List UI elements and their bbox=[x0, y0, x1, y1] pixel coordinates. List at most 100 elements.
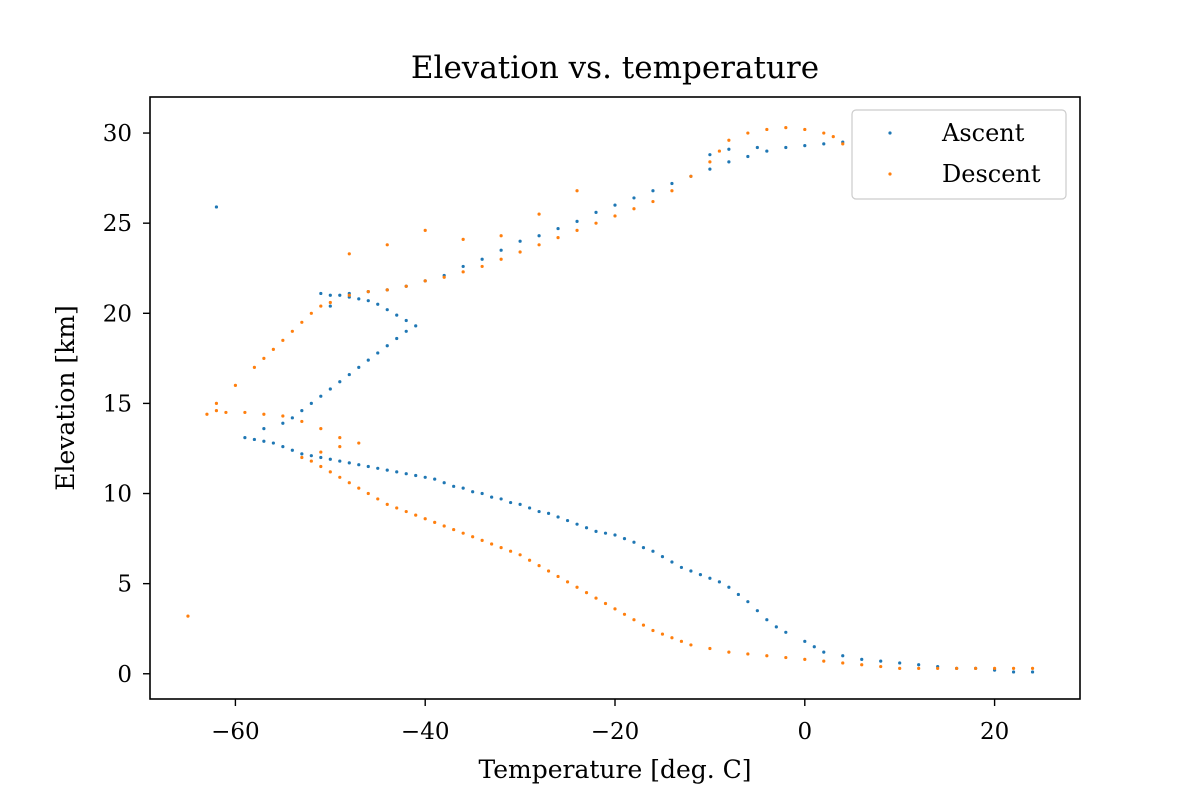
data-point-ascent bbox=[822, 650, 826, 654]
data-point-ascent bbox=[708, 167, 712, 171]
data-point-ascent bbox=[632, 540, 636, 544]
data-point-ascent bbox=[537, 234, 541, 238]
data-point-descent bbox=[917, 666, 921, 670]
data-point-ascent bbox=[461, 486, 465, 490]
data-point-ascent bbox=[385, 308, 389, 312]
data-point-ascent bbox=[376, 466, 380, 470]
data-point-descent bbox=[584, 591, 589, 595]
data-point-descent bbox=[281, 338, 285, 342]
data-point-ascent bbox=[765, 618, 769, 622]
data-point-descent bbox=[338, 445, 342, 449]
data-point-ascent bbox=[784, 630, 788, 634]
data-point-descent bbox=[727, 650, 731, 654]
data-point-descent bbox=[622, 612, 627, 616]
y-tick-label: 25 bbox=[103, 211, 132, 237]
data-point-descent bbox=[347, 252, 351, 256]
y-tick-label: 20 bbox=[103, 301, 132, 327]
data-point-descent bbox=[347, 481, 351, 485]
data-point-descent bbox=[404, 284, 408, 288]
data-point-descent bbox=[537, 243, 541, 247]
data-point-descent bbox=[395, 506, 399, 510]
data-point-descent bbox=[347, 293, 351, 297]
data-point-descent bbox=[319, 464, 323, 469]
data-point-descent bbox=[262, 412, 266, 416]
data-point-ascent bbox=[243, 436, 247, 440]
data-point-descent bbox=[243, 410, 247, 415]
data-point-ascent bbox=[309, 401, 313, 406]
data-point-descent bbox=[300, 419, 304, 424]
data-point-descent bbox=[452, 527, 456, 532]
data-point-ascent bbox=[632, 196, 636, 200]
legend-label-descent: Descent bbox=[942, 160, 1041, 188]
data-point-descent bbox=[376, 497, 380, 501]
y-tick-label: 10 bbox=[103, 482, 132, 508]
data-point-ascent bbox=[281, 421, 285, 425]
chart-title: Elevation vs. temperature bbox=[411, 50, 819, 86]
data-point-descent bbox=[632, 207, 636, 211]
data-point-ascent bbox=[423, 475, 427, 479]
x-tick-label: 20 bbox=[980, 719, 1009, 745]
data-point-ascent bbox=[433, 477, 437, 481]
data-point-ascent bbox=[575, 522, 579, 526]
data-point-ascent bbox=[319, 455, 323, 460]
data-point-ascent bbox=[679, 565, 684, 570]
data-point-ascent bbox=[717, 580, 721, 584]
data-point-ascent bbox=[262, 427, 266, 431]
data-point-ascent bbox=[357, 297, 361, 301]
data-point-descent bbox=[385, 502, 389, 506]
data-point-descent bbox=[300, 320, 304, 324]
data-point-descent bbox=[1030, 666, 1035, 670]
data-point-ascent bbox=[584, 526, 589, 530]
data-point-ascent bbox=[366, 358, 370, 362]
data-point-ascent bbox=[556, 515, 560, 519]
data-point-descent bbox=[841, 142, 845, 146]
data-point-ascent bbox=[328, 293, 332, 297]
data-point-ascent bbox=[385, 344, 389, 348]
data-point-ascent bbox=[290, 448, 294, 452]
x-tick-label: 0 bbox=[797, 719, 812, 745]
data-point-ascent bbox=[898, 661, 902, 665]
data-point-descent bbox=[338, 436, 342, 440]
data-point-descent bbox=[803, 127, 807, 132]
data-point-descent bbox=[509, 549, 513, 553]
data-point-ascent bbox=[300, 409, 304, 413]
data-point-descent bbox=[746, 131, 750, 135]
data-point-ascent bbox=[395, 470, 399, 474]
data-point-ascent bbox=[774, 625, 778, 629]
data-point-descent bbox=[480, 538, 484, 542]
data-point-descent bbox=[651, 628, 655, 633]
data-point-ascent bbox=[803, 639, 807, 643]
data-point-ascent bbox=[509, 500, 513, 505]
data-point-descent bbox=[214, 401, 219, 406]
data-point-ascent bbox=[670, 181, 674, 186]
data-point-ascent bbox=[784, 145, 788, 150]
data-point-descent bbox=[224, 410, 228, 415]
data-point-ascent bbox=[271, 441, 275, 445]
data-point-ascent bbox=[262, 439, 266, 443]
series-layer bbox=[186, 126, 1035, 674]
data-point-descent bbox=[594, 221, 598, 225]
data-point-descent bbox=[499, 234, 503, 238]
data-point-ascent bbox=[347, 372, 351, 377]
data-point-descent bbox=[319, 304, 323, 308]
data-point-descent bbox=[546, 569, 551, 573]
y-tick-label: 0 bbox=[117, 662, 132, 688]
data-point-ascent bbox=[746, 154, 750, 159]
data-point-descent bbox=[252, 365, 256, 369]
data-point-ascent bbox=[214, 205, 219, 209]
data-point-descent bbox=[338, 475, 342, 479]
data-point-descent bbox=[499, 546, 503, 550]
data-point-ascent bbox=[537, 509, 541, 514]
data-point-descent bbox=[822, 131, 826, 135]
data-point-descent bbox=[955, 666, 959, 670]
data-point-descent bbox=[879, 664, 883, 669]
data-point-ascent bbox=[727, 147, 731, 151]
data-point-ascent bbox=[328, 457, 332, 461]
data-point-ascent bbox=[404, 472, 408, 476]
data-point-descent bbox=[461, 270, 465, 274]
data-point-ascent bbox=[471, 490, 475, 494]
y-tick-label: 15 bbox=[103, 391, 132, 417]
legend-label-ascent: Ascent bbox=[941, 119, 1025, 147]
